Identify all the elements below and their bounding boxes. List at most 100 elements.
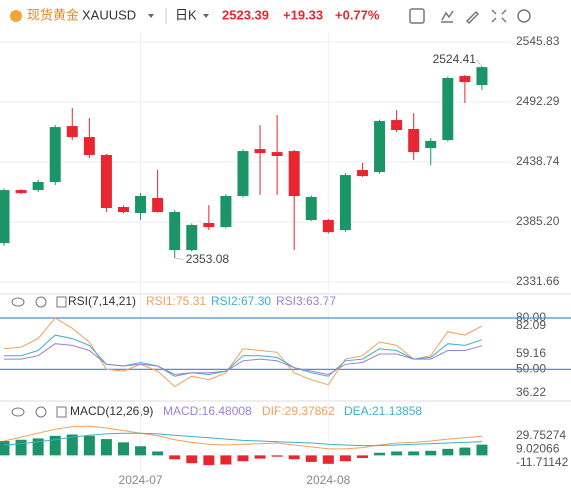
gear-icon[interactable] (35, 406, 47, 418)
macd-bar (271, 455, 283, 457)
low-pointer (174, 257, 185, 261)
macd-bar (442, 448, 454, 456)
gear-icon[interactable] (35, 296, 47, 308)
high-pointer (476, 59, 483, 67)
legend-entry: RSI2:67.30 (211, 294, 271, 308)
tool-fullscreen[interactable] (409, 8, 425, 24)
candle-body (391, 120, 403, 131)
candle-body (203, 223, 215, 228)
macd-line (3, 425, 483, 450)
macd-bar (32, 438, 44, 456)
macd-bar (15, 439, 27, 456)
symbol-name: 现货黄金 (27, 7, 79, 22)
macd-bar (152, 451, 164, 456)
tool-expand[interactable] (491, 9, 507, 23)
eye-icon[interactable] (11, 407, 25, 417)
candle-body (220, 196, 232, 228)
menu-icon[interactable] (56, 296, 67, 308)
y-tick-label: -11.71142 (516, 455, 569, 469)
y-tick-label: 2385.20 (516, 214, 560, 228)
macd-bar (408, 451, 420, 456)
tool-draw[interactable] (441, 10, 454, 23)
macd-bar (0, 441, 10, 456)
x-tick-label: 2024-07 (119, 473, 163, 487)
candle-body (152, 198, 164, 213)
macd-bar (254, 455, 266, 459)
eye-icon[interactable] (11, 297, 25, 307)
macd-bar (356, 455, 368, 458)
macd-bar (100, 439, 112, 456)
candle-body (49, 127, 61, 182)
rsi-line (4, 334, 483, 377)
candle-body (305, 197, 317, 220)
y-tick-label: 36.22 (516, 385, 546, 399)
candle-body (83, 137, 95, 155)
macd-bar (391, 451, 403, 456)
macd-bar (220, 455, 232, 465)
macd-bar (425, 450, 437, 456)
price: 2523.39 (222, 7, 269, 22)
macd-bar (288, 455, 300, 460)
candle-body (374, 121, 386, 173)
candle-body (459, 75, 471, 83)
candle-body (15, 190, 27, 194)
high-annotation: 2524.41 (433, 52, 477, 66)
y-tick-label: 2492.29 (516, 94, 560, 108)
change: +19.33 (283, 7, 323, 22)
rsi-title: RSI(7,14,21) (68, 294, 136, 308)
macd-bar (237, 455, 249, 462)
macd-bar (339, 455, 351, 462)
candle-body (186, 225, 198, 251)
tool-pen[interactable] (465, 10, 480, 25)
symbol-dropdown[interactable] (148, 14, 154, 18)
candle-body (356, 170, 368, 177)
macd-line (3, 432, 483, 447)
macd-icons (11, 406, 67, 418)
y-tick-label: 29.75274 (516, 428, 566, 442)
candle-body (288, 151, 300, 197)
menu-icon[interactable] (56, 406, 67, 418)
candle-body (322, 219, 334, 233)
y-tick-label: 50.00 (516, 362, 546, 376)
candle-body (0, 190, 10, 244)
candle-body (237, 151, 249, 197)
y-tick-label: 2545.83 (516, 34, 560, 48)
candle-body (271, 152, 283, 156)
macd-bar (322, 455, 334, 464)
rsi-line (3, 317, 483, 388)
low-annotation: 2353.08 (186, 252, 230, 266)
legend-entry: MACD:16.48008 (163, 404, 252, 418)
symbol-icon (10, 10, 22, 22)
change-pct: +0.77% (335, 7, 380, 22)
y-tick-label: 2438.74 (516, 154, 560, 168)
legend-entry: RSI1:75.31 (146, 294, 206, 308)
macd-bar (476, 444, 488, 456)
macd-bar (117, 442, 129, 456)
macd-bar (203, 455, 215, 466)
candle-body (169, 212, 181, 251)
legend-entry: DEA:21.13858 (344, 404, 422, 418)
legend-entry: RSI3:63.77 (276, 294, 336, 308)
candle-body (339, 175, 351, 231)
toolbar (409, 8, 531, 25)
macd-title: MACD(12,26,9) (70, 404, 153, 418)
macd-bar (305, 455, 317, 462)
period-dropdown[interactable] (203, 14, 209, 18)
candle-body (442, 78, 454, 141)
y-tick-label: 80.00 (516, 310, 546, 324)
symbol-code: XAUUSD (82, 7, 136, 22)
candle-body (135, 196, 147, 214)
macd-bar (186, 455, 198, 464)
candle-body (66, 126, 78, 138)
candle-body (32, 181, 44, 191)
y-tick-label: 82.09 (516, 318, 546, 332)
candle-body (425, 140, 437, 149)
candle-body (408, 128, 420, 153)
tool-settings[interactable] (517, 9, 531, 23)
rsi-icons (11, 296, 67, 308)
period[interactable]: 日K (175, 7, 197, 22)
macd-bar (169, 455, 181, 460)
candle-body (117, 206, 129, 213)
